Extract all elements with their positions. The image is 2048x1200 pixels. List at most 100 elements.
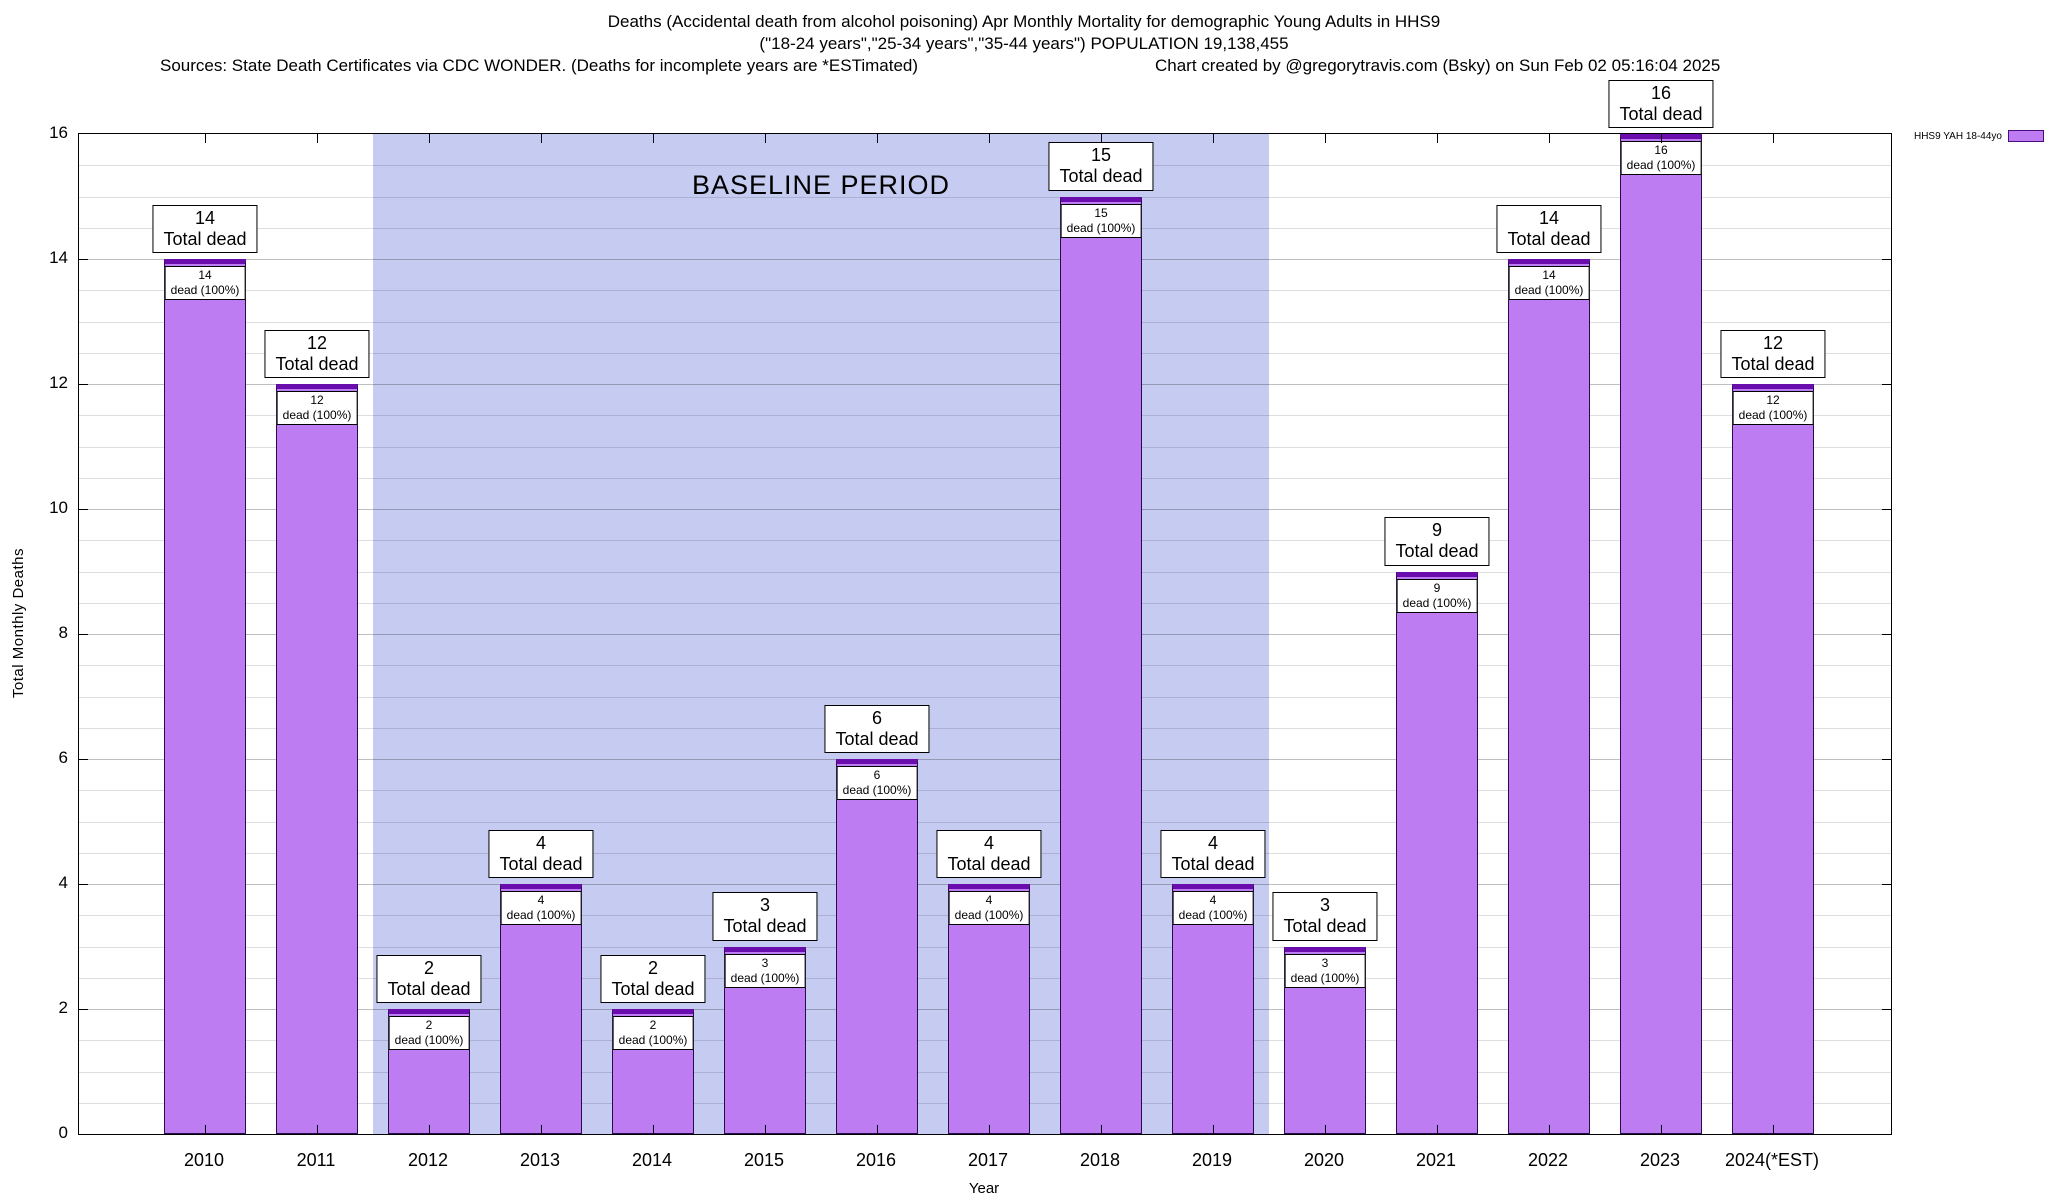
- x-tick-mark: [765, 134, 766, 143]
- y-tick-mark: [1882, 884, 1891, 885]
- y-axis-tick-labels: 0 2 4 6 8 10 12 14 16: [0, 123, 78, 1142]
- label-text-line: dead (100%): [1290, 970, 1360, 985]
- label-value-line: 6: [873, 768, 881, 782]
- label-value-line: 3: [759, 895, 771, 916]
- y-tick-label-16: 16: [49, 123, 68, 142]
- x-tick-label-2017: 2017: [967, 1150, 1009, 1170]
- bar-dead-pct-label: 14 dead (100%): [164, 266, 246, 300]
- bar-2010: [164, 259, 246, 1134]
- bar-total-dead-label: 2 Total dead: [600, 954, 706, 1003]
- bar-dead-pct-label: 2 dead (100%): [388, 1016, 470, 1050]
- y-tick-mark: [79, 634, 88, 635]
- label-text-line: Total dead: [1283, 916, 1367, 937]
- bar-total-dead-label: 12 Total dead: [1720, 329, 1826, 378]
- x-tick-mark: [653, 1125, 654, 1134]
- y-tick-mark: [79, 759, 88, 760]
- gridline: [79, 540, 1891, 542]
- bar-dead-pct-label: 4 dead (100%): [500, 891, 582, 925]
- label-text-line: dead (100%): [730, 970, 800, 985]
- x-tick-label-2018: 2018: [1079, 1150, 1121, 1170]
- x-tick-label-2015: 2015: [743, 1150, 785, 1170]
- label-text-line: dead (100%): [282, 408, 352, 422]
- label-text-line: dead (100%): [506, 908, 576, 922]
- bar-total-dead-label: 3 Total dead: [1272, 892, 1378, 941]
- gridline: [79, 227, 1891, 229]
- y-tick-mark: [79, 384, 88, 385]
- label-text-line: dead (100%): [1514, 283, 1584, 297]
- gridline: [79, 571, 1891, 573]
- y-tick-mark: [79, 509, 88, 510]
- gridline: [79, 759, 1891, 760]
- y-tick-mark: [79, 1009, 88, 1010]
- bar-dead-pct-label: 6 dead (100%): [836, 766, 918, 800]
- label-value-line: 2: [647, 957, 659, 978]
- y-tick-mark: [1882, 634, 1891, 635]
- label-value-line: 14: [1538, 207, 1560, 228]
- label-value-line: 4: [1209, 893, 1217, 907]
- label-text-line: Total dead: [163, 228, 247, 249]
- label-text-line: Total dead: [1059, 166, 1143, 187]
- x-tick-mark: [205, 1125, 206, 1134]
- x-tick-mark: [205, 134, 206, 143]
- label-value-line: 2: [649, 1018, 657, 1032]
- x-tick-mark: [877, 134, 878, 143]
- bar-total-dead-label: 14 Total dead: [152, 204, 258, 253]
- label-text-line: Total dead: [1507, 228, 1591, 249]
- baseline-period-label: BASELINE PERIOD: [691, 170, 951, 200]
- label-value-line: 12: [1766, 393, 1780, 407]
- x-tick-mark: [429, 1125, 430, 1134]
- x-tick-label-2022: 2022: [1527, 1150, 1569, 1170]
- bar-dead-pct-label: 3 dead (100%): [1284, 953, 1366, 988]
- x-tick-label-2016: 2016: [855, 1150, 897, 1170]
- label-value-line: 12: [310, 393, 324, 407]
- gridline: [79, 665, 1891, 667]
- x-tick-mark: [1661, 134, 1662, 143]
- sources-note: Sources: State Death Certificates via CD…: [160, 56, 919, 75]
- label-value-line: 14: [198, 268, 212, 282]
- x-tick-mark: [541, 1125, 542, 1134]
- x-tick-label-2014: 2014: [631, 1150, 673, 1170]
- label-text-line: Total dead: [723, 916, 807, 937]
- x-tick-mark: [765, 1125, 766, 1134]
- gridline: [79, 196, 1891, 198]
- gridline: [79, 415, 1891, 417]
- label-text-line: Total dead: [947, 853, 1031, 874]
- label-value-line: 2: [425, 1018, 433, 1032]
- x-tick-mark: [317, 134, 318, 143]
- gridline: [79, 790, 1891, 792]
- x-tick-mark: [541, 134, 542, 143]
- y-tick-mark: [79, 259, 88, 260]
- x-tick-label-2023: 2023: [1639, 1150, 1681, 1170]
- x-tick-mark: [1101, 1125, 1102, 1134]
- x-axis-tick-labels: 2010 2011 2012 2013 2014 2015 2016 2017 2018 2019…: [78, 1150, 1890, 1174]
- label-value-line: 4: [1207, 832, 1219, 853]
- gridline: [79, 384, 1891, 385]
- label-text-line: dead (100%): [1066, 220, 1136, 235]
- x-tick-label-2019: 2019: [1191, 1150, 1233, 1170]
- label-value-line: 12: [306, 332, 328, 353]
- bar-dead-pct-label: 3 dead (100%): [724, 953, 806, 988]
- bar-dead-pct-label: 12 dead (100%): [1732, 391, 1814, 425]
- y-tick-label-14: 14: [49, 248, 68, 267]
- x-tick-label-2011: 2011: [296, 1150, 336, 1170]
- bar-total-dead-label: 2 Total dead: [376, 954, 482, 1003]
- label-value-line: 4: [985, 893, 993, 907]
- label-value-line: 9: [1433, 580, 1441, 595]
- bar-dead-pct-label: 4 dead (100%): [948, 891, 1030, 925]
- bar-dead-pct-label: 2 dead (100%): [612, 1016, 694, 1050]
- bar-2022: [1508, 259, 1590, 1134]
- x-tick-label-2021: 2021: [1415, 1150, 1457, 1170]
- bar-dead-pct-label: 4 dead (100%): [1172, 891, 1254, 925]
- x-tick-mark: [1101, 134, 1102, 143]
- label-value-line: 4: [537, 893, 545, 907]
- y-tick-label-2: 2: [58, 998, 68, 1017]
- bar-dead-pct-label: 9 dead (100%): [1396, 578, 1478, 613]
- bar-2016: [836, 759, 918, 1134]
- y-tick-label-12: 12: [49, 373, 68, 392]
- y-tick-mark: [79, 884, 88, 885]
- x-tick-mark: [989, 134, 990, 143]
- label-value-line: 3: [761, 955, 769, 970]
- gridline: [79, 352, 1891, 354]
- bar-2023: [1620, 134, 1702, 1134]
- label-value-line: 2: [423, 957, 435, 978]
